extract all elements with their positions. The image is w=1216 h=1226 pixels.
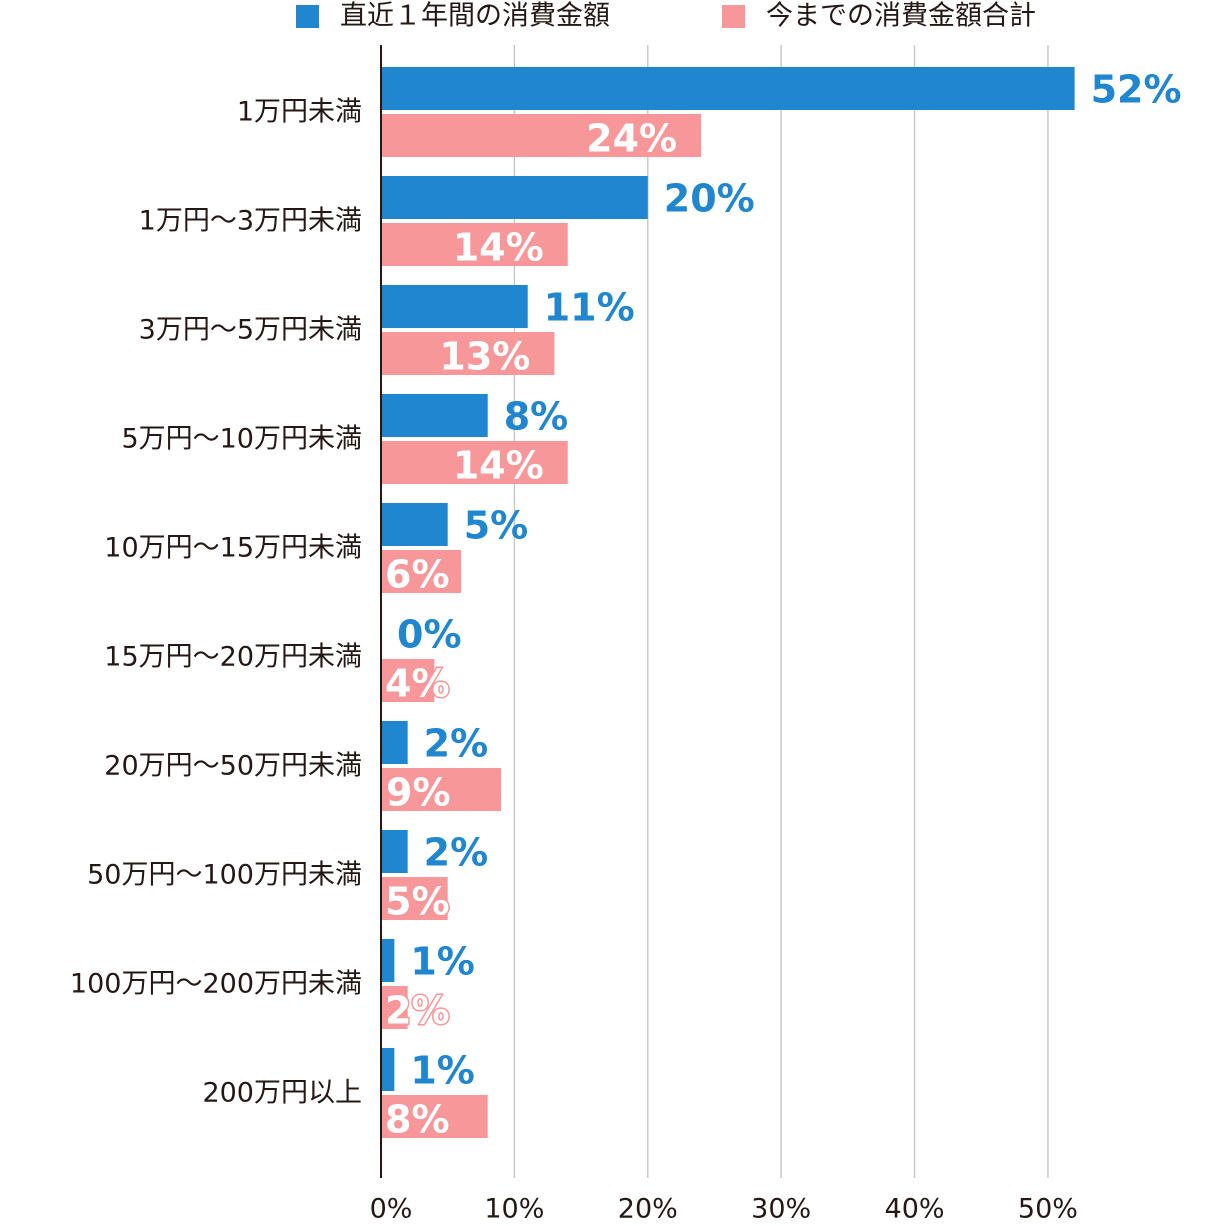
data-label: 9%: [386, 771, 451, 815]
legend-swatch: [722, 5, 745, 28]
x-tick-label: 0%: [370, 1194, 413, 1225]
data-label: 20%: [664, 177, 755, 221]
bar: [381, 939, 395, 982]
data-label: 24%: [586, 117, 677, 161]
bar: [381, 285, 528, 328]
bar: [381, 1095, 488, 1138]
x-tick-label: 30%: [751, 1194, 811, 1225]
legend-swatch: [296, 5, 319, 28]
data-label: 14%: [453, 444, 544, 488]
bar: [381, 830, 408, 873]
bar: [381, 1048, 395, 1091]
bar: [381, 503, 448, 546]
y-tick-label: 1万円～3万円未満: [139, 206, 362, 237]
bar: [381, 67, 1075, 110]
bar: [381, 768, 502, 811]
y-tick-label: 1万円未満: [237, 97, 362, 128]
y-tick-label: 10万円～15万円未満: [104, 533, 362, 564]
bar: [381, 114, 702, 157]
data-label: 5%: [464, 504, 529, 548]
data-label: 14%: [453, 226, 544, 270]
data-label: 5%: [385, 880, 450, 924]
data-label: 2%: [424, 722, 489, 766]
bar: [381, 441, 568, 484]
y-tick-label: 100万円～200万円未満: [70, 969, 362, 1000]
bar: [381, 176, 648, 219]
y-tick-label: 5万円～10万円未満: [121, 424, 362, 455]
y-tick-label: 20万円～50万円未満: [104, 751, 362, 782]
bar: [381, 223, 568, 266]
legend-label: 今までの消費金額合計: [766, 1, 1036, 32]
data-label: 2%: [385, 989, 450, 1033]
y-tick-label: 200万円以上: [202, 1078, 362, 1109]
bar: [381, 659, 435, 702]
bar: [381, 721, 408, 764]
bar: [381, 332, 555, 375]
data-label: 2%: [424, 831, 489, 875]
y-tick-label: 3万円～5万円未満: [139, 315, 362, 346]
x-tick-label: 50%: [1018, 1194, 1078, 1225]
bar: [381, 550, 462, 593]
data-label: 11%: [544, 286, 635, 330]
y-tick-label: 15万円～20万円未満: [104, 642, 362, 673]
data-label: 8%: [504, 395, 569, 439]
x-tick-label: 20%: [618, 1194, 678, 1225]
bar: [381, 986, 408, 1029]
data-label: 52%: [1091, 68, 1182, 112]
data-label: 4%: [385, 662, 450, 706]
x-tick-label: 10%: [484, 1194, 544, 1225]
data-label: 1%: [410, 1049, 475, 1093]
bar: [381, 394, 488, 437]
data-label: 0%: [397, 613, 462, 657]
y-tick-label: 50万円～100万円未満: [87, 860, 362, 891]
x-tick-label: 40%: [885, 1194, 945, 1225]
bar: [381, 877, 448, 920]
data-label: 1%: [410, 940, 475, 984]
data-label: 8%: [385, 1098, 450, 1142]
data-label: 6%: [385, 553, 450, 597]
legend-label: 直近１年間の消費金額: [340, 1, 610, 32]
data-label: 13%: [439, 335, 530, 379]
